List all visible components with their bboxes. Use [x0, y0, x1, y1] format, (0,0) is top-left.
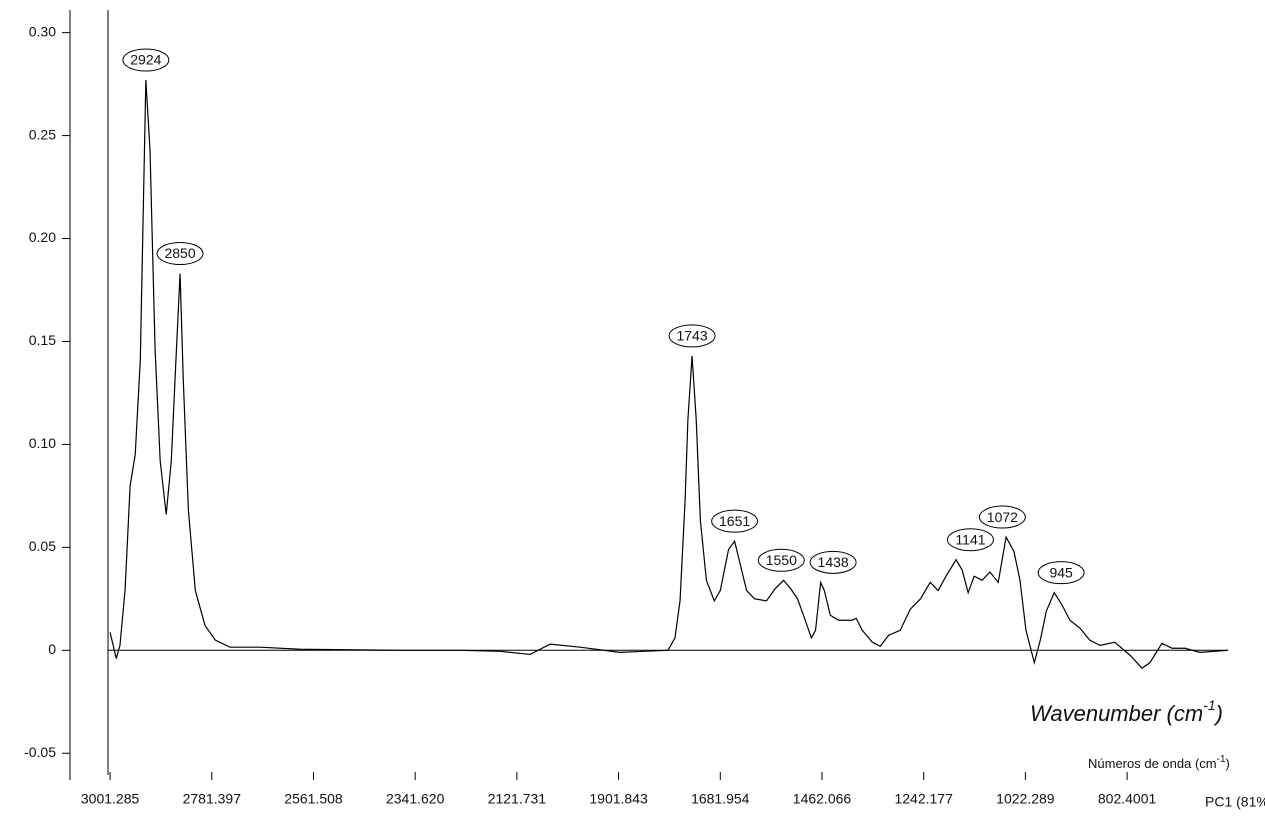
- x-tick-label: 802.4001: [1098, 791, 1157, 807]
- title-part: ): [1213, 701, 1223, 726]
- x-tick-label: 1462.066: [793, 791, 852, 807]
- x-axis-caption: Números de onda (cm-1): [1088, 754, 1230, 772]
- peak-label: 1438: [818, 554, 849, 570]
- caption-sup: -1: [1217, 754, 1226, 765]
- x-axis-title: Wavenumber (cm-1): [1030, 697, 1223, 726]
- title-sup: -1: [1203, 697, 1215, 713]
- peak-label-box: [809, 550, 857, 574]
- peak-label: 1550: [766, 552, 797, 568]
- peak-label: 2924: [130, 52, 161, 68]
- caption-part: Números de onda (cm: [1088, 756, 1217, 771]
- peak-label: 1651: [719, 513, 750, 529]
- y-tick-label: 0.05: [29, 538, 56, 554]
- peak-label-box: [946, 528, 994, 552]
- x-tick-label: 2121.731: [488, 791, 547, 807]
- x-tick-label: 1022.289: [996, 791, 1055, 807]
- peak-label-box: [757, 548, 805, 572]
- x-tick-label: 1242.177: [894, 791, 953, 807]
- peak-label-box: [1037, 561, 1085, 585]
- y-tick-label: 0.30: [29, 23, 56, 39]
- x-tick-label: 3001.285: [81, 791, 140, 807]
- y-tick-label: 0.25: [29, 126, 56, 142]
- peak-label-box: [156, 242, 204, 266]
- x-tick-label: 1901.843: [589, 791, 648, 807]
- title-part: Wavenumber (cm: [1030, 701, 1203, 726]
- caption-part: ): [1226, 756, 1230, 771]
- peak-label: 1072: [987, 509, 1018, 525]
- x-tick-label: 2781.397: [183, 791, 242, 807]
- y-tick-label: 0.10: [29, 435, 56, 451]
- y-tick-label: -0.05: [24, 744, 56, 760]
- peak-label-box: [711, 509, 759, 533]
- x-tick-label: 1681.954: [691, 791, 750, 807]
- component-label: PC1 (81%): [1205, 794, 1265, 810]
- peak-label: 2850: [164, 245, 195, 261]
- peak-label: 1743: [676, 328, 707, 344]
- peak-label: 945: [1049, 564, 1073, 580]
- peak-label-box: [122, 48, 170, 72]
- y-tick-label: 0.15: [29, 332, 56, 348]
- y-tick-label: 0.20: [29, 229, 56, 245]
- spectrum-line: [109, 79, 1229, 669]
- peak-label-box: [978, 505, 1026, 529]
- x-tick-label: 2561.508: [284, 791, 343, 807]
- peak-label: 1141: [955, 531, 985, 547]
- x-tick-label: 2341.620: [386, 791, 445, 807]
- y-tick-label: 0: [48, 641, 56, 657]
- peak-label-box: [668, 324, 716, 348]
